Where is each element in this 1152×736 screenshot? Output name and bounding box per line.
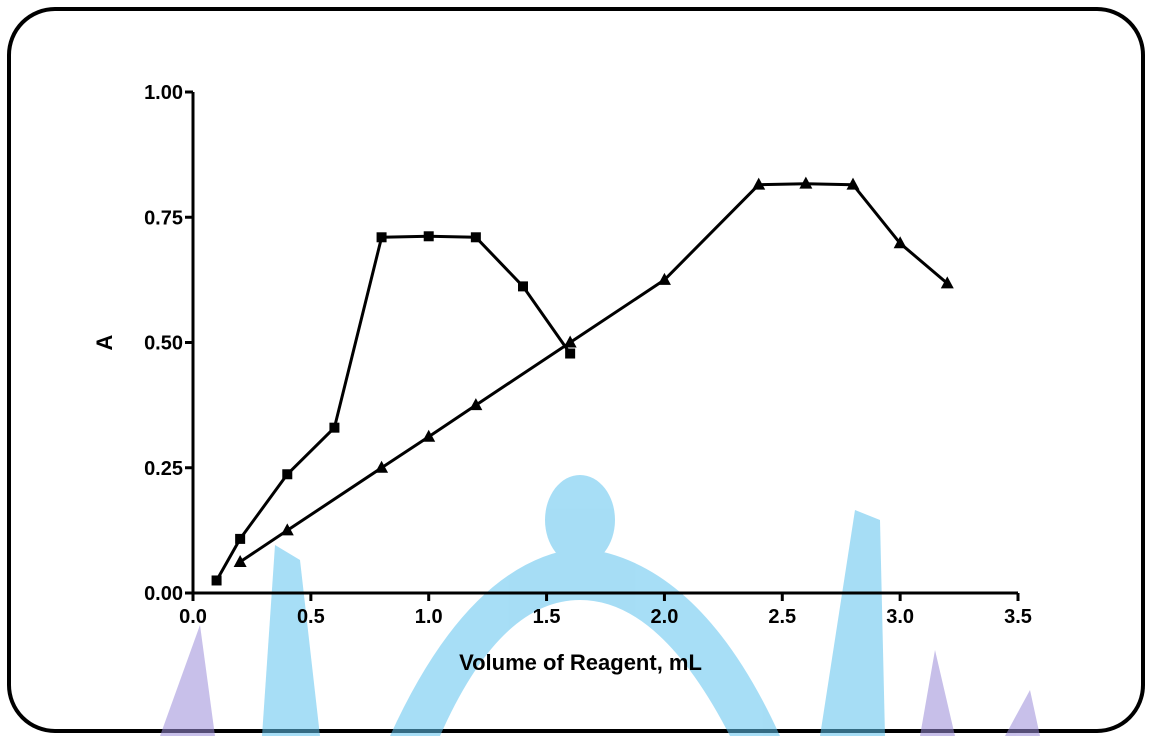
data-point-triangle — [657, 272, 671, 285]
series-line — [215, 234, 572, 582]
x-tick-label: 0.0 — [179, 606, 207, 628]
x-tick-label: 2.5 — [768, 606, 796, 628]
series-2 — [233, 176, 954, 567]
watermark-shape — [262, 545, 320, 736]
data-point-triangle — [799, 176, 813, 189]
watermark-shape — [160, 625, 215, 736]
data-point-triangle — [469, 398, 483, 411]
y-tick-label: 0.50 — [144, 333, 183, 355]
data-point-square — [565, 348, 576, 359]
data-point-triangle — [893, 236, 907, 249]
watermark-arch — [390, 548, 780, 736]
watermark-shape — [820, 510, 885, 736]
data-point-square — [376, 232, 387, 243]
x-tick-label: 3.0 — [886, 606, 914, 628]
y-tick-label: 1.00 — [144, 82, 183, 104]
axes: 0.0 0.5 1.0 1.5 2.0 2.5 3.0 3.5 0.00 0.25 0.50 0.75… — [144, 82, 1032, 628]
y-axis-title: A — [92, 334, 117, 350]
watermark-shape — [920, 650, 955, 736]
data-point-triangle — [280, 523, 294, 536]
series-layer — [211, 176, 954, 586]
data-point-triangle — [563, 335, 577, 348]
series-1 — [211, 231, 576, 586]
data-point-triangle — [422, 429, 436, 442]
x-tick-label: 1.5 — [533, 606, 561, 628]
y-tick-label: 0.25 — [144, 458, 183, 480]
watermark-head — [545, 475, 615, 565]
data-point-triangle — [233, 554, 247, 567]
data-point-square — [211, 575, 222, 586]
x-tick-label: 1.0 — [415, 606, 443, 628]
x-tick-label: 0.5 — [297, 606, 325, 628]
series-line — [239, 182, 949, 564]
y-tick-label: 0.00 — [144, 583, 183, 605]
x-tick-label: 2.0 — [651, 606, 679, 628]
data-point-triangle — [940, 276, 954, 289]
data-point-square — [423, 231, 434, 242]
data-point-square — [235, 533, 246, 544]
chart-frame — [7, 7, 1145, 733]
data-point-triangle — [846, 177, 860, 190]
data-point-square — [470, 232, 481, 243]
x-axis-title: Volume of Reagent, mL — [459, 650, 702, 675]
data-point-triangle — [375, 460, 389, 473]
data-point-triangle — [752, 177, 766, 190]
y-tick-label: 0.75 — [144, 207, 183, 229]
data-point-square — [282, 469, 293, 480]
data-point-square — [329, 422, 340, 433]
data-point-square — [518, 281, 528, 292]
watermark-shape — [1005, 690, 1040, 736]
x-tick-label: 3.5 — [1004, 606, 1032, 628]
